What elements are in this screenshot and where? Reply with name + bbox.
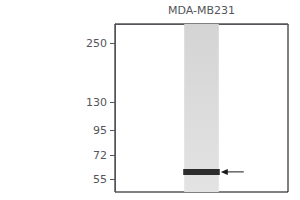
svg-text:95: 95 (93, 124, 107, 137)
svg-text:72: 72 (93, 149, 107, 162)
svg-text:55: 55 (93, 173, 107, 186)
svg-text:130: 130 (86, 96, 107, 109)
svg-text:MDA-MB231: MDA-MB231 (168, 4, 235, 17)
svg-text:250: 250 (86, 37, 107, 50)
